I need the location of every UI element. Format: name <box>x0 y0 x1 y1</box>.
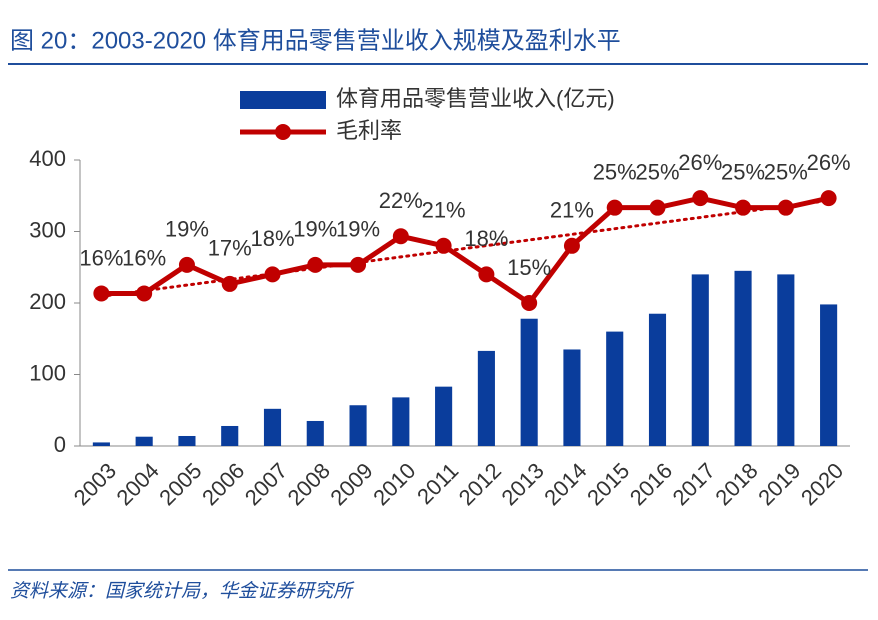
chart-title: 图 20：2003-2020 体育用品零售营业收入规模及盈利水平 <box>10 27 621 54</box>
bar <box>691 274 709 446</box>
x-tick-label: 2005 <box>154 458 206 510</box>
bar <box>477 350 495 446</box>
point <box>392 228 409 245</box>
bar <box>135 436 153 446</box>
data-label: 15% <box>507 255 551 280</box>
bar <box>306 420 324 446</box>
x-tick-label: 2013 <box>497 458 549 510</box>
x-tick-label: 2011 <box>412 458 463 509</box>
data-label: 19% <box>336 217 380 242</box>
x-tick-label: 2020 <box>796 458 848 510</box>
data-label: 21% <box>422 198 466 223</box>
x-tick-label: 2014 <box>539 458 591 510</box>
bar <box>734 270 752 446</box>
y-tick-label: 100 <box>29 360 66 385</box>
x-tick-label: 2010 <box>368 458 420 510</box>
data-label: 17% <box>208 236 252 261</box>
point <box>264 266 281 283</box>
data-label: 26% <box>807 150 851 175</box>
point <box>478 266 495 283</box>
legend-swatch <box>240 91 326 109</box>
data-label: 18% <box>464 226 508 251</box>
x-tick-label: 2019 <box>753 458 805 510</box>
point <box>649 199 666 216</box>
legend-swatch <box>275 124 291 140</box>
data-label: 26% <box>678 150 722 175</box>
data-label: 25% <box>593 159 637 184</box>
bar <box>820 304 838 446</box>
x-tick-label: 2004 <box>112 458 164 510</box>
point <box>435 237 452 254</box>
bar <box>92 442 110 446</box>
bar <box>563 349 581 446</box>
point <box>735 199 752 216</box>
bar <box>777 274 795 446</box>
data-label: 16% <box>79 245 123 270</box>
point <box>521 295 538 311</box>
x-tick-label: 2007 <box>240 458 292 510</box>
x-tick-label: 2016 <box>625 458 677 510</box>
data-label: 19% <box>293 217 337 242</box>
legend-label: 体育用品零售营业收入(亿元) <box>336 86 615 111</box>
point <box>820 190 837 207</box>
data-label: 19% <box>165 217 209 242</box>
bar <box>392 397 410 446</box>
point <box>93 285 110 302</box>
point <box>777 199 794 216</box>
point <box>606 199 623 216</box>
data-label: 18% <box>250 226 294 251</box>
data-label: 25% <box>764 159 808 184</box>
data-label: 22% <box>379 188 423 213</box>
point <box>178 256 195 273</box>
legend-label: 毛利率 <box>336 118 402 143</box>
point <box>350 256 367 273</box>
data-label: 21% <box>550 198 594 223</box>
x-tick-label: 2003 <box>69 458 121 510</box>
data-label: 25% <box>635 159 679 184</box>
source: 资料来源：国家统计局，华金证券研究所 <box>10 580 355 602</box>
bar <box>263 408 282 446</box>
point <box>563 237 580 254</box>
y-tick-label: 0 <box>54 432 66 457</box>
point <box>136 285 153 302</box>
bar <box>178 435 196 446</box>
bar <box>606 331 624 446</box>
point <box>221 275 238 292</box>
x-tick-label: 2006 <box>197 458 249 510</box>
x-tick-label: 2009 <box>325 458 377 510</box>
bar <box>349 405 367 446</box>
bar <box>520 318 538 446</box>
y-tick-label: 400 <box>29 146 66 171</box>
data-label: 16% <box>122 245 166 270</box>
y-tick-label: 200 <box>29 289 66 314</box>
bar <box>435 386 453 446</box>
point <box>692 190 709 207</box>
data-label: 25% <box>721 159 765 184</box>
y-tick-label: 300 <box>29 217 66 242</box>
x-tick-label: 2017 <box>668 458 720 510</box>
x-tick-label: 2008 <box>283 458 335 510</box>
point <box>307 256 324 273</box>
bar <box>648 313 667 446</box>
x-tick-label: 2012 <box>454 458 506 510</box>
x-tick-label: 2015 <box>582 458 634 510</box>
bar <box>221 425 239 446</box>
x-tick-label: 2018 <box>710 458 762 510</box>
